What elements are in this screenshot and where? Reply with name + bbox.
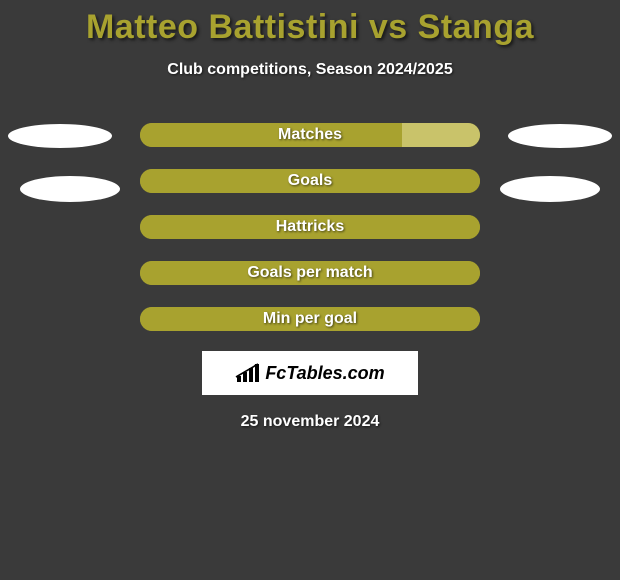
team-badge-placeholder xyxy=(20,176,120,202)
subtitle: Club competitions, Season 2024/2025 xyxy=(0,61,620,79)
team-badge-placeholder xyxy=(8,124,112,148)
team-badge-placeholder xyxy=(500,176,600,202)
stat-bar: Goals per match xyxy=(140,261,480,285)
stats-container: 142Matches00Goals00HattricksGoals per ma… xyxy=(0,123,620,331)
source-logo: FcTables.com xyxy=(202,351,418,395)
stat-bar-right xyxy=(402,123,480,147)
stat-bar-left xyxy=(140,215,480,239)
stat-row: 00Hattricks xyxy=(0,215,620,239)
stat-bar-left xyxy=(140,307,480,331)
stat-bar-left xyxy=(140,123,402,147)
date-label: 25 november 2024 xyxy=(0,413,620,431)
bar-chart-icon xyxy=(235,362,261,384)
team-badge-placeholder xyxy=(508,124,612,148)
stat-bar: Matches xyxy=(140,123,480,147)
stat-bar: Min per goal xyxy=(140,307,480,331)
page-title: Matteo Battistini vs Stanga xyxy=(0,0,620,47)
stat-bar-left xyxy=(140,169,480,193)
stat-bar-left xyxy=(140,261,480,285)
stat-bar: Hattricks xyxy=(140,215,480,239)
logo-text: FcTables.com xyxy=(265,363,384,384)
stat-row: Goals per match xyxy=(0,261,620,285)
stat-row: Min per goal xyxy=(0,307,620,331)
stat-bar: Goals xyxy=(140,169,480,193)
